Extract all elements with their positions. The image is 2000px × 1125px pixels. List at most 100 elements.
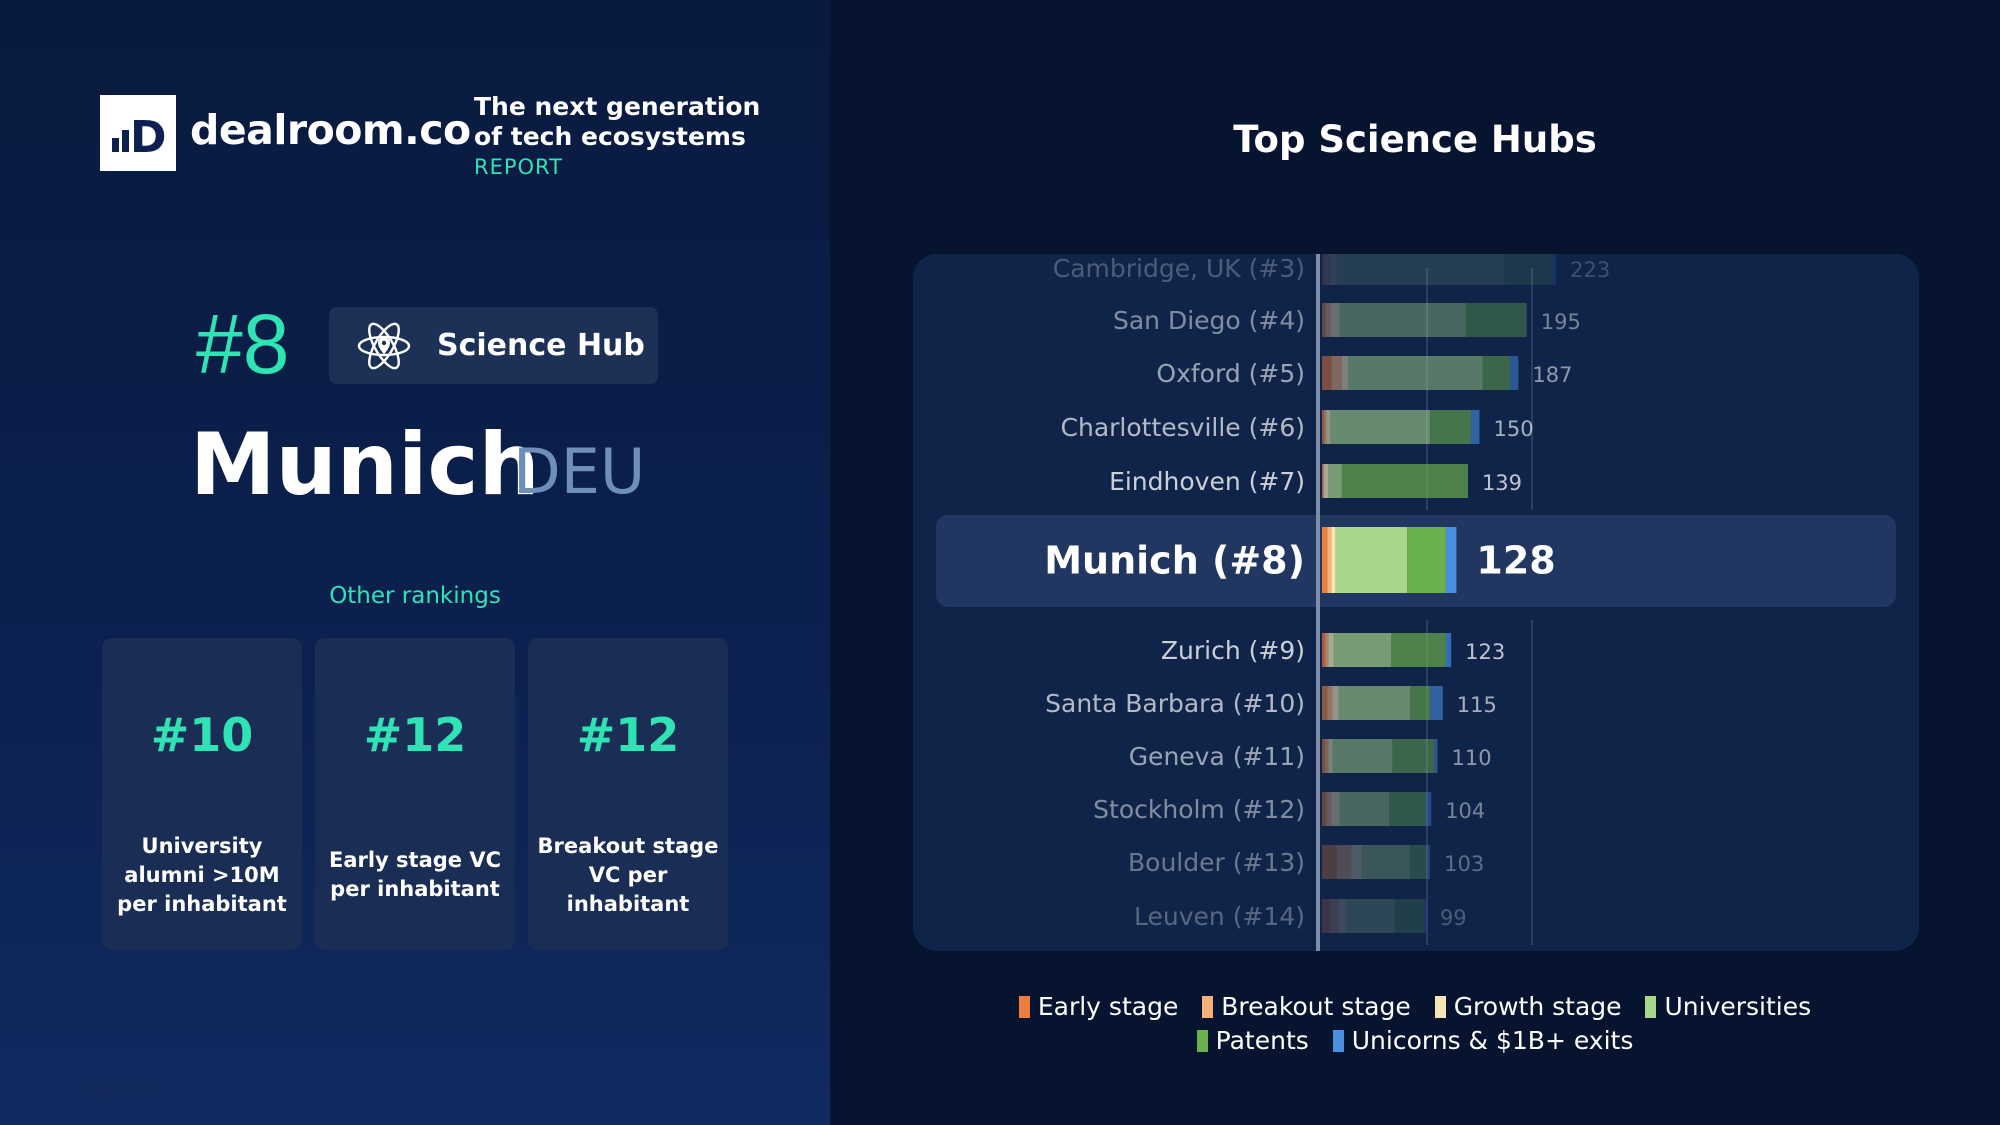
atom-icon: [357, 322, 411, 369]
bar-segment: [1434, 739, 1438, 773]
country-code: DEU: [513, 435, 646, 508]
bar-segment: [1322, 410, 1325, 444]
total-label: 150: [1494, 417, 1534, 441]
category-label: San Diego (#4): [1113, 306, 1305, 335]
legend-label: Unicorns & $1B+ exits: [1351, 1026, 1634, 1055]
bar-segment: [1328, 464, 1342, 498]
bar-segment: [1430, 686, 1443, 720]
legend-swatch-early: [1018, 996, 1030, 1018]
ranking-card: #10 University alumni >10M per inhabitan…: [102, 638, 302, 950]
total-label: 115: [1457, 693, 1497, 717]
total-label: 128: [1476, 539, 1555, 583]
bar-segment: [1410, 845, 1427, 879]
total-label: 103: [1444, 852, 1484, 876]
bar-segment: [1332, 686, 1339, 720]
bar-segment: [1336, 845, 1352, 879]
bar-segment: [1407, 527, 1446, 593]
bar-segment: [1330, 254, 1337, 285]
bar-segment: [1445, 527, 1457, 593]
bar-segment: [1322, 303, 1326, 337]
bar-segment: [1330, 899, 1339, 933]
ranking-card: #12 Breakout stage VC per inhabitant: [528, 638, 728, 950]
bar-segment: [1326, 410, 1331, 444]
legend-item: Unicorns & $1B+ exits: [1332, 1024, 1634, 1058]
bar-segment: [1471, 410, 1480, 444]
logo-bars-icon: D: [112, 112, 167, 158]
total-label: 123: [1465, 640, 1505, 664]
tagline: The next generation of tech ecosystems R…: [474, 92, 760, 182]
bar-segment: [1327, 527, 1332, 593]
legend-item: Universities: [1645, 990, 1811, 1024]
bar-segment: [1339, 792, 1390, 826]
bar-segment: [1322, 527, 1328, 593]
bar-segment: [1322, 254, 1326, 285]
bar-segment: [1391, 633, 1446, 667]
page-number: Page / 15: [80, 1080, 155, 1099]
bar-segment: [1331, 356, 1342, 390]
bar-segment: [1332, 739, 1393, 773]
legend-swatch-universities: [1645, 996, 1657, 1018]
legend-swatch-patents: [1196, 1030, 1208, 1052]
city-name: Munich: [190, 415, 540, 515]
legend-item: Early stage: [1018, 990, 1178, 1024]
bar-segment: [1328, 739, 1333, 773]
bar-segment: [1351, 845, 1362, 879]
bar-segment: [1339, 303, 1466, 337]
bar-segment: [1326, 792, 1332, 826]
bar-segment: [1423, 899, 1426, 933]
other-rankings-title: Other rankings: [329, 583, 501, 609]
category-label: Leuven (#14): [1134, 902, 1305, 931]
bar-segment: [1425, 792, 1432, 826]
category-label: Cambridge, UK (#3): [1053, 254, 1305, 283]
bar-segment: [1327, 686, 1333, 720]
bar-segment: [1322, 792, 1327, 826]
report-label: REPORT: [474, 155, 563, 179]
ranking-card: #12 Early stage VC per inhabitant: [315, 638, 515, 950]
chart-title: Top Science Hubs: [1233, 118, 1597, 161]
legend-label: Patents: [1215, 1026, 1309, 1055]
category-label: Eindhoven (#7): [1109, 467, 1305, 496]
hero-rank: #8: [196, 297, 290, 391]
bar-segment: [1551, 254, 1557, 285]
bar-segment: [1338, 686, 1411, 720]
legend-swatch-growth: [1434, 996, 1446, 1018]
legend-label: Breakout stage: [1221, 992, 1411, 1021]
ranking-card-rank: #12: [576, 708, 680, 762]
bar-segment: [1410, 686, 1431, 720]
bar-segment: [1392, 739, 1435, 773]
logo-letter: D: [130, 112, 167, 158]
brand-name: dealroom.co: [190, 106, 471, 154]
bar-segment: [1328, 633, 1334, 667]
science-hub-badge: Science Hub: [329, 307, 658, 384]
dealroom-logo[interactable]: D: [100, 95, 176, 171]
bar-segment: [1324, 464, 1329, 498]
tagline-line1: The next generation: [474, 92, 761, 121]
bar-segment: [1325, 633, 1329, 667]
tagline-line2: of tech ecosystems: [474, 122, 746, 151]
left-panel: D dealroom.co The next generation of tec…: [0, 0, 830, 1125]
bar-segment: [1322, 899, 1331, 933]
bar-segment: [1348, 356, 1483, 390]
legend-item: Breakout stage: [1202, 990, 1411, 1024]
ranking-card-label: University alumni >10M per inhabitant: [117, 833, 287, 916]
bar-segment: [1322, 356, 1332, 390]
bar-segment: [1430, 410, 1472, 444]
legend-item: Growth stage: [1434, 990, 1622, 1024]
ranking-card-rank: #12: [363, 708, 467, 762]
chart-legend: Early stage Breakout stage Growth stage …: [830, 990, 2000, 1058]
legend-swatch-breakout: [1202, 996, 1214, 1018]
legend-swatch-unicorns: [1332, 1030, 1344, 1052]
legend-label: Universities: [1664, 992, 1812, 1021]
badge-label: Science Hub: [437, 328, 645, 363]
bar-segment: [1504, 254, 1552, 285]
bar-segment: [1465, 303, 1527, 337]
bar-segment: [1338, 899, 1347, 933]
bar-segment: [1322, 845, 1337, 879]
bar-segment: [1341, 464, 1468, 498]
category-label: Geneva (#11): [1129, 742, 1305, 771]
total-label: 195: [1541, 310, 1581, 334]
bar-segment: [1322, 633, 1326, 667]
bar-segment: [1427, 845, 1431, 879]
bar-segment: [1322, 464, 1324, 498]
